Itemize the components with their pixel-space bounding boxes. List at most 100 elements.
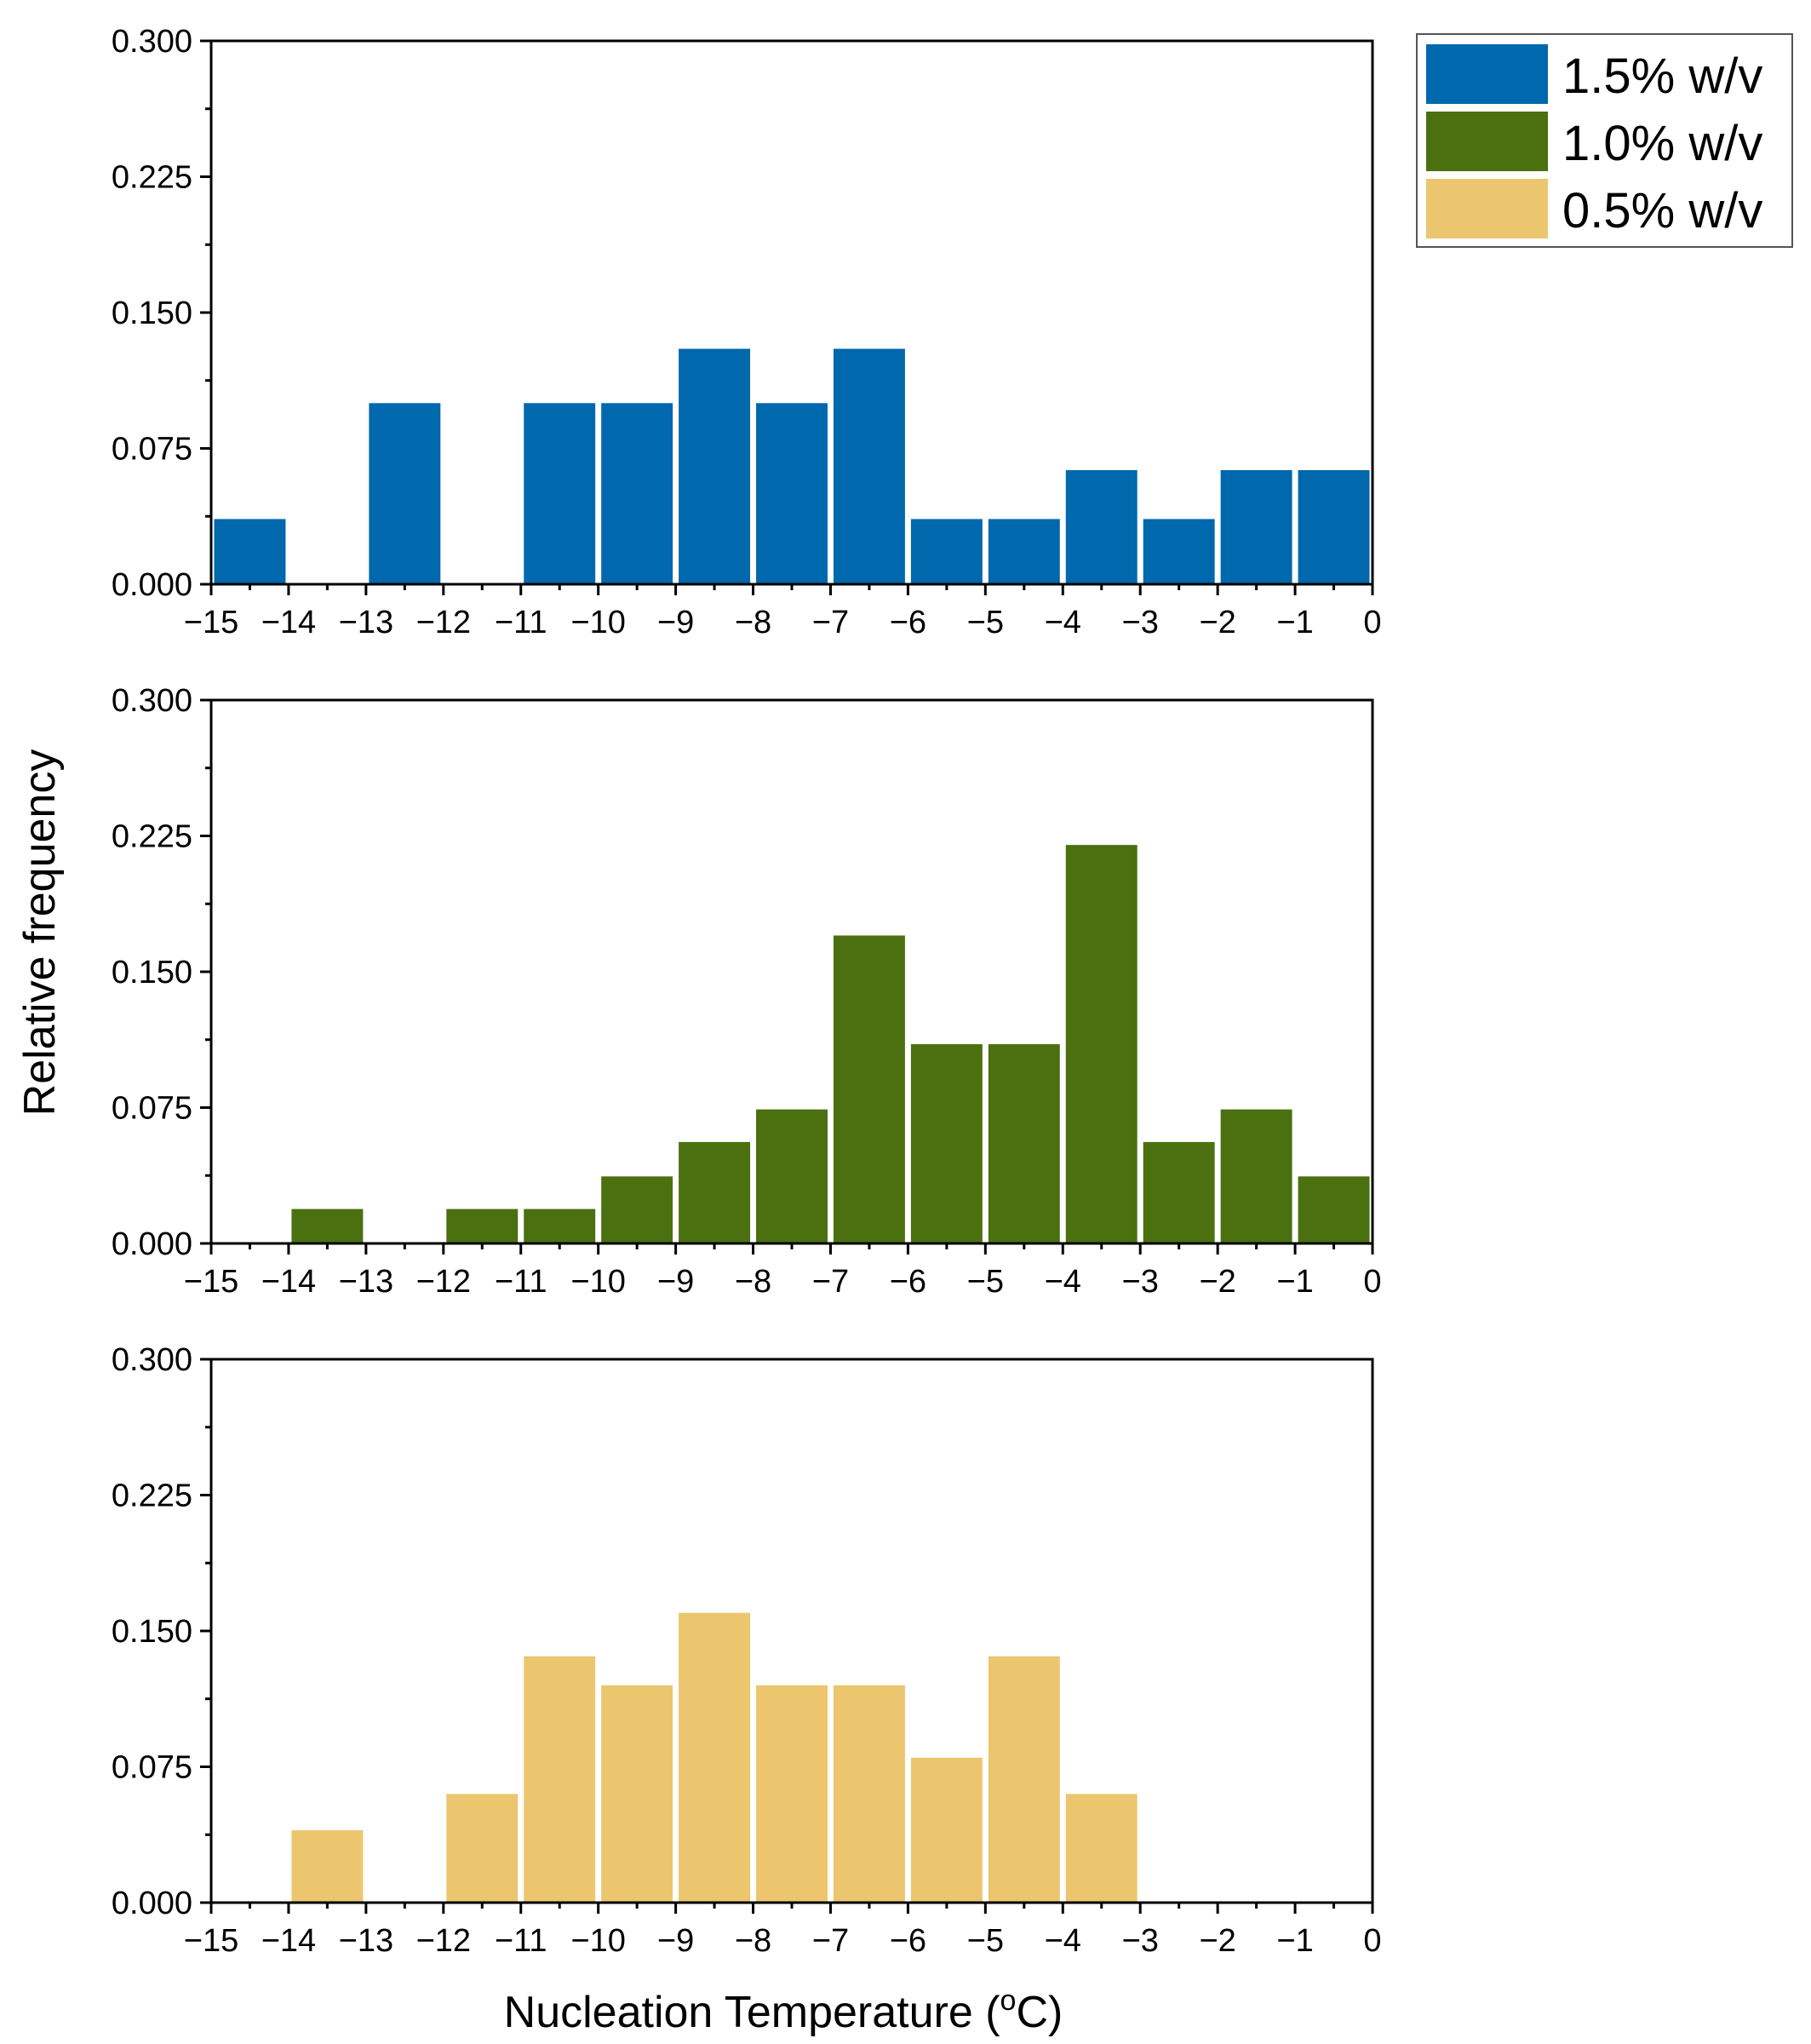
x-tick-label-1-0: −12 xyxy=(416,1264,471,1300)
y-tick-label-0-5: 0.300 xyxy=(112,1342,192,1378)
y-tick-label-1-5: 0.000 xyxy=(112,567,192,603)
y-tick-label-1-5: 0.150 xyxy=(112,296,192,331)
bar-0-5-bin-6 xyxy=(910,1757,983,1903)
bar-1-5-bin-10 xyxy=(601,403,673,584)
x-tick-label-1-5: −6 xyxy=(890,605,926,640)
bar-0-5-bin-8 xyxy=(756,1685,828,1903)
x-tick-label-1-5: −2 xyxy=(1199,605,1235,640)
x-tick-label-1-5: −1 xyxy=(1276,605,1313,640)
bar-1-5-bin-8 xyxy=(756,403,828,584)
bar-1-0-bin-4 xyxy=(1065,845,1138,1243)
bar-0-5-bin-9 xyxy=(679,1612,751,1903)
bar-1-5-bin-9 xyxy=(679,348,751,584)
x-tick-label-1-5: −11 xyxy=(495,605,547,640)
x-tick-label-0-5: −10 xyxy=(570,1923,625,1959)
bar-1-5-bin-11 xyxy=(524,403,596,584)
y-tick-label-1-5: 0.075 xyxy=(112,432,192,468)
x-tick-label-1-0: −6 xyxy=(890,1264,926,1300)
x-tick-label-1-0: 0 xyxy=(1363,1264,1381,1300)
x-tick-label-1-5: −12 xyxy=(416,605,471,640)
x-tick-label-0-5: −5 xyxy=(967,1923,1004,1959)
x-tick-label-1-5: −10 xyxy=(570,605,625,640)
x-tick-label-0-5: −9 xyxy=(657,1923,694,1959)
legend-swatch-1-0 xyxy=(1426,112,1548,171)
bar-1-0-bin-10 xyxy=(601,1176,673,1243)
y-tick-label-1-5: 0.300 xyxy=(112,24,192,60)
y-tick-label-1-0: 0.150 xyxy=(112,955,192,990)
x-tick-label-1-0: −14 xyxy=(261,1264,316,1300)
y-tick-label-1-0: 0.225 xyxy=(112,819,192,855)
x-tick-label-0-5: −8 xyxy=(735,1923,771,1959)
panel-1-5: 0.000 0.075 0.150 0.225 0.300 −15 −14 −13 −12 −11… xyxy=(112,24,1382,640)
bar-1-0-bin-12 xyxy=(446,1209,519,1243)
y-axis-title: Relative frequency xyxy=(15,749,65,1117)
x-tick-label-1-5: −8 xyxy=(735,605,771,640)
x-axis-title-unit: C) xyxy=(1016,1988,1063,2037)
x-tick-label-1-0: −2 xyxy=(1199,1264,1235,1300)
x-tick-label-0-5: −4 xyxy=(1045,1923,1081,1959)
x-tick-label-1-0: −9 xyxy=(657,1264,694,1300)
y-tick-label-0-5: 0.225 xyxy=(112,1478,192,1514)
bar-1-5-bin-3 xyxy=(1143,519,1215,584)
bar-0-5-bin-11 xyxy=(524,1656,596,1903)
y-tick-label-1-0: 0.000 xyxy=(112,1226,192,1262)
x-tick-label-0-5: −14 xyxy=(261,1923,316,1959)
panel-1-0: 0.000 0.075 0.150 0.225 0.300 −15 −14 −13 −12 −11… xyxy=(112,683,1382,1300)
x-tick-label-1-5: −4 xyxy=(1045,605,1081,640)
y-tick-label-1-5: 0.225 xyxy=(112,160,192,196)
x-tick-label-0-5: −15 xyxy=(184,1923,238,1959)
x-axis-title: Nucleation Temperature (oC) xyxy=(504,1984,1063,2037)
bar-1-0-bin-11 xyxy=(524,1209,596,1243)
bar-1-0-bin-8 xyxy=(756,1109,828,1243)
x-tick-label-1-0: −1 xyxy=(1276,1264,1313,1300)
bar-1-0-bin-9 xyxy=(679,1141,751,1243)
bar-1-5-bin-15 xyxy=(214,519,286,584)
x-tick-label-1-5: −3 xyxy=(1122,605,1159,640)
bar-0-5-bin-7 xyxy=(833,1685,905,1903)
x-axis-title-superscript: o xyxy=(1000,1984,1017,2017)
y-tick-label-1-0: 0.075 xyxy=(112,1091,192,1127)
x-tick-label-0-5: 0 xyxy=(1363,1923,1381,1959)
bar-0-5-bin-12 xyxy=(446,1794,519,1903)
x-tick-label-1-0: −7 xyxy=(812,1264,849,1300)
bar-1-0-bin-7 xyxy=(833,935,905,1243)
y-tick-label-1-0: 0.300 xyxy=(112,683,192,719)
panel-0-5: 0.000 0.075 0.150 0.225 0.300 −15 −14 −13 −12 −11… xyxy=(112,1342,1382,1959)
x-tick-label-1-0: −8 xyxy=(735,1264,771,1300)
bar-1-0-bin-2 xyxy=(1220,1109,1292,1243)
bar-0-5-bin-4 xyxy=(1065,1794,1138,1903)
x-tick-label-1-5: −14 xyxy=(261,605,316,640)
legend-swatch-1-5 xyxy=(1426,44,1548,104)
bar-1-5-bin-13 xyxy=(369,403,441,584)
x-tick-label-0-5: −6 xyxy=(890,1923,926,1959)
x-tick-label-1-0: −3 xyxy=(1122,1264,1159,1300)
bar-1-5-bin-2 xyxy=(1220,470,1292,584)
y-tick-label-0-5: 0.150 xyxy=(112,1614,192,1650)
x-tick-label-1-5: −9 xyxy=(657,605,694,640)
x-tick-label-0-5: −1 xyxy=(1276,1923,1313,1959)
x-tick-label-0-5: −13 xyxy=(339,1923,393,1959)
bar-0-5-bin-5 xyxy=(988,1656,1060,1903)
bar-1-0-bin-6 xyxy=(910,1044,983,1243)
bar-0-5-bin-10 xyxy=(601,1685,673,1903)
x-tick-label-0-5: −2 xyxy=(1199,1923,1235,1959)
bar-0-5-bin-14 xyxy=(291,1829,364,1903)
legend-swatch-0-5 xyxy=(1426,179,1548,238)
y-tick-label-0-5: 0.000 xyxy=(112,1886,192,1921)
x-axis-title-main: Nucleation Temperature ( xyxy=(504,1988,1001,2037)
x-tick-label-1-5: 0 xyxy=(1363,605,1381,640)
x-tick-label-1-5: −15 xyxy=(184,605,238,640)
bar-1-5-bin-5 xyxy=(988,519,1060,584)
legend-label-0-5: 0.5% w/v xyxy=(1562,183,1762,238)
x-tick-label-1-0: −15 xyxy=(184,1264,238,1300)
x-tick-label-1-5: −7 xyxy=(812,605,849,640)
bar-1-5-bin-7 xyxy=(833,348,905,584)
x-tick-label-1-0: −13 xyxy=(339,1264,393,1300)
x-tick-label-0-5: −12 xyxy=(416,1923,471,1959)
x-tick-label-0-5: −11 xyxy=(495,1923,547,1959)
bar-1-5-bin-4 xyxy=(1065,470,1138,584)
bar-1-0-bin-14 xyxy=(291,1209,364,1243)
bar-1-5-bin-1 xyxy=(1298,470,1370,584)
y-tick-label-0-5: 0.075 xyxy=(112,1750,192,1786)
